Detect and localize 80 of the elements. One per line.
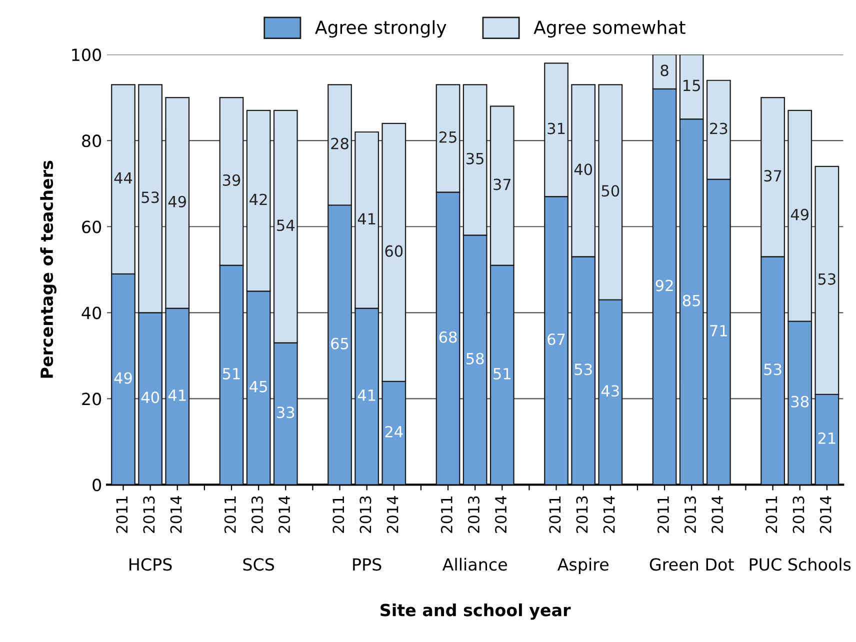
legend-label: Agree strongly: [315, 20, 446, 38]
x-tick-label: 2013: [468, 496, 480, 533]
data-label: 68: [439, 331, 457, 343]
data-label: 65: [331, 338, 348, 350]
text: PUC Schools: [750, 558, 851, 571]
data-label: 71: [710, 325, 727, 336]
text: PPS: [353, 558, 382, 571]
x-tick-label: 2014: [278, 496, 290, 533]
x-axis-title: Site and school year: [380, 603, 571, 620]
x-tick-label: 2014: [712, 496, 724, 533]
data-label: 58: [466, 352, 484, 364]
data-label: 49: [114, 372, 132, 384]
data-label: 25: [439, 131, 456, 143]
text: Green Dot: [650, 558, 734, 571]
data-label: 24: [385, 426, 403, 438]
data-label: 15: [684, 80, 700, 92]
data-label: 60: [385, 245, 403, 257]
x-tick-label: 2014: [603, 496, 615, 533]
x-tick-label: 2013: [576, 496, 588, 533]
x-tick-label: 2014: [170, 496, 182, 533]
text: HCPS: [130, 558, 172, 571]
data-label: 31: [548, 122, 565, 134]
data-label: 50: [602, 185, 620, 197]
data-label: 21: [818, 432, 836, 444]
data-label: 35: [466, 152, 484, 164]
data-label: 53: [142, 192, 159, 204]
text: Alliance: [442, 558, 507, 571]
data-label: 85: [682, 294, 700, 306]
y-axis-title: Percentage of teachers: [40, 160, 56, 378]
x-tick-label: 2013: [684, 496, 696, 533]
data-label: 41: [168, 390, 186, 401]
data-label: 44: [114, 172, 132, 184]
data-label: 23: [710, 122, 728, 134]
data-label: 92: [656, 280, 673, 292]
data-label: 28: [331, 138, 348, 150]
x-tick-label: 2014: [495, 496, 507, 533]
x-tick-label: 2011: [116, 496, 128, 533]
legend-label: Agree somewhat: [534, 20, 686, 38]
data-label: 54: [277, 220, 294, 232]
x-tick-label: 2014: [386, 496, 398, 533]
data-label: 49: [168, 196, 186, 208]
x-tick-label: 2011: [766, 496, 778, 533]
x-tick-label: 2011: [657, 496, 669, 533]
x-tick-label: 2011: [224, 496, 236, 533]
data-label: 8: [660, 64, 668, 76]
y-tick-label: 100: [72, 48, 102, 62]
y-tick-label: 80: [82, 134, 102, 148]
x-tick-label: 2014: [820, 496, 832, 533]
data-label: 37: [494, 178, 511, 190]
x-tick-label: 2013: [251, 496, 263, 533]
data-label: 41: [358, 213, 376, 224]
data-label: 45: [250, 381, 267, 392]
data-label: 37: [764, 170, 782, 182]
data-label: 38: [791, 396, 809, 408]
data-label: 40: [141, 392, 160, 404]
data-label: 49: [790, 208, 808, 220]
data-label: 53: [818, 273, 836, 285]
data-label: 53: [764, 364, 782, 376]
text: Aspire: [557, 558, 608, 574]
data-label: 33: [277, 406, 294, 418]
y-tick-label: 40: [82, 306, 102, 320]
y-tick-label: 20: [82, 392, 102, 406]
text: SCS: [243, 558, 274, 571]
data-label: 67: [548, 333, 565, 346]
x-tick-label: 2013: [143, 496, 155, 533]
y-tick-label: 0: [92, 478, 102, 492]
data-label: 42: [250, 194, 267, 206]
data-label: 40: [574, 164, 592, 176]
data-label: 39: [222, 174, 240, 186]
x-tick-label: 2011: [440, 496, 452, 533]
data-label: 51: [222, 368, 240, 380]
x-tick-label: 2011: [332, 496, 344, 533]
x-tick-label: 2013: [360, 496, 372, 533]
y-tick-label: 60: [82, 220, 102, 234]
x-tick-label: 2011: [549, 496, 561, 533]
data-label: 43: [601, 385, 619, 397]
data-label: 53: [574, 364, 592, 376]
data-label: 41: [358, 390, 376, 401]
x-tick-label: 2013: [792, 496, 804, 533]
data-label: 51: [494, 368, 510, 380]
